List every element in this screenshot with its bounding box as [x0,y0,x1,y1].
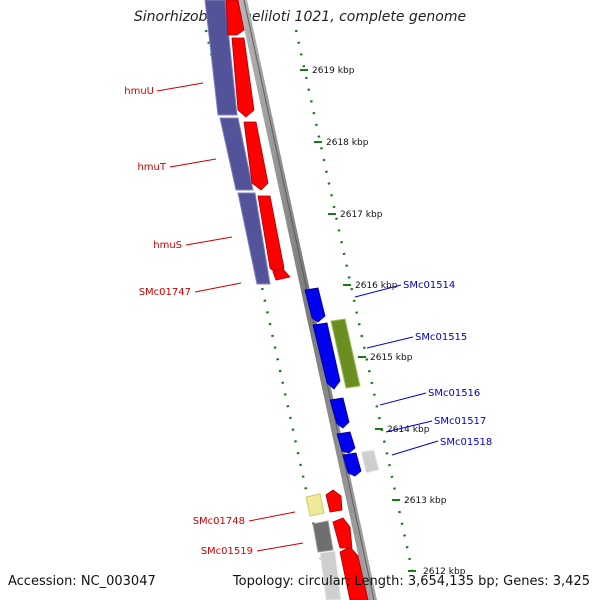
gene-label-text: SMc01518 [440,437,492,448]
tick-2617: 2617 kbp [328,210,383,220]
tick-2614: 2614 kbp [375,425,430,435]
cog-block-smc01519 [312,520,334,553]
cog-ring-right [305,318,380,600]
cds-arrow-smc01515 [312,322,341,390]
cog-block-smc01515 [330,318,361,389]
genome-summary-text: Topology: circular; Length: 3,654,135 bp… [232,574,590,589]
tick-label: 2619 kbp [312,66,355,76]
cds-arrow-smc01517 [336,431,356,454]
gene-label-smc01515[interactable]: SMc01515 [366,332,467,349]
tick-label: 2618 kbp [326,138,369,148]
tick-labels: 2619 kbp 2618 kbp 2617 kbp 2616 kbp 2615… [300,66,466,577]
outer-tick-ring [294,29,414,571]
tick-label: 2617 kbp [340,210,383,220]
tick-label: 2616 kbp [355,281,398,291]
tick-2616: 2616 kbp [343,281,398,291]
gene-label-smc01519[interactable]: SMc01519 [201,542,304,557]
gene-label-text: SMc01517 [434,416,486,427]
cog-block-hmuU [204,0,238,116]
gene-label-text: hmuU [124,86,154,97]
tick-label: 2615 kbp [370,353,413,363]
tick-label: 2612 kbp [423,567,466,577]
cds-arrow-smc01747 [272,267,291,281]
gene-label-hmuT[interactable]: hmuT [137,158,217,173]
cog-ring-left [204,0,271,285]
tick-2618: 2618 kbp [314,138,369,148]
accession-text: Accession: NC_003047 [8,574,156,589]
gene-label-smc01516[interactable]: SMc01516 [379,388,480,406]
cds-arrow-smc01519 [332,517,353,549]
gene-label-text: SMc01514 [403,280,455,291]
gene-label-text: SMc01519 [201,546,253,557]
gene-label-hmuU[interactable]: hmuU [124,82,204,97]
tick-2619: 2619 kbp [300,66,355,76]
gene-labels-left: hmuU hmuT hmuS SMc01747 SMc01748 SMc0151… [124,82,304,557]
cog-block-hmuS [237,192,271,285]
cog-block-smc01748 [305,493,325,517]
gene-label-smc01518[interactable]: SMc01518 [391,437,492,456]
tick-2613: 2613 kbp [392,496,447,506]
gene-label-smc01747[interactable]: SMc01747 [139,282,242,298]
cds-arrow-smc01518 [342,452,362,477]
cog-block-extra [319,550,342,600]
cds-arrow-extra [339,546,369,600]
gene-label-text: SMc01747 [139,287,191,298]
gene-label-text: SMc01748 [193,516,245,527]
cog-block-smc01518 [360,449,380,474]
gene-label-smc01514[interactable]: SMc01514 [354,280,455,298]
cds-arrow-smc01748 [325,489,343,513]
gene-label-text: SMc01516 [428,388,480,399]
cds-arrow-hmuU [225,0,245,36]
cds-arrow-hmuT [243,121,269,191]
gene-label-text: hmuS [153,240,182,251]
gene-label-smc01748[interactable]: SMc01748 [193,511,296,527]
cds-arrow-hmuU-2 [231,37,255,118]
gene-label-hmuS[interactable]: hmuS [153,236,233,251]
cds-arrow-smc01516 [329,397,350,429]
reverse-cds-track [304,287,362,477]
cds-arrow-smc01514 [304,287,326,323]
cog-block-hmuT [219,117,254,191]
gene-label-smc01517[interactable]: SMc01517 [385,416,486,433]
tick-label: 2613 kbp [404,496,447,506]
gene-labels-right: SMc01514 SMc01515 SMc01516 SMc01517 SMc0… [354,280,492,456]
tick-2615: 2615 kbp [358,353,413,363]
gene-label-text: hmuT [137,162,166,173]
tick-2612: 2612 kbp [408,567,466,577]
tick-label: 2614 kbp [387,425,430,435]
forward-cds-track [225,0,369,600]
gene-label-text: SMc01515 [415,332,467,343]
